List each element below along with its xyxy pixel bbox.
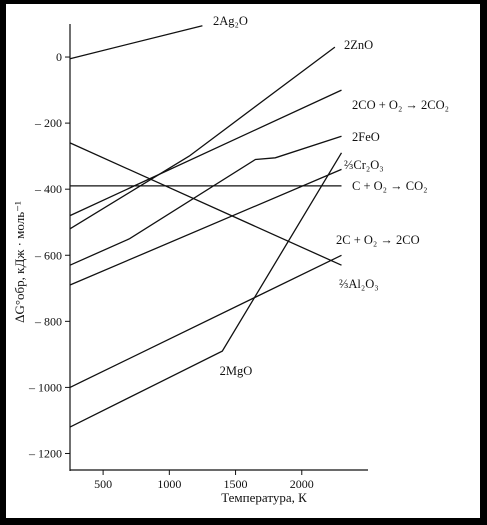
series-labels: 2Ag₂O 2ZnO 2CO + O₂ → 2CO₂ 2FeO ⅔Cr₂O₃ C + O₂…: [213, 14, 449, 378]
series-line-7: [69, 142, 342, 266]
x-axis-label: Температура, К: [221, 490, 307, 505]
series-label-5: ⅔Cr₂O₃: [344, 158, 384, 172]
x-tick-label: 1000: [157, 477, 181, 491]
series-line-4: [69, 135, 342, 266]
x-tick-label: 500: [94, 477, 112, 491]
y-tick-label: – 1200: [28, 446, 62, 460]
series-line-9: [69, 152, 343, 428]
y-tick-label: – 200: [34, 116, 62, 130]
y-ticks: 0 – 200 – 400 – 600 – 800 – 1000 – 1200: [28, 50, 70, 460]
y-tick-label: – 400: [34, 182, 62, 196]
y-tick-label: 0: [56, 50, 62, 64]
series-label-4: 2FeO: [352, 130, 380, 144]
x-ticks: 500 1000 1500 2000: [94, 470, 314, 491]
x-tick-label: 1500: [224, 477, 248, 491]
series-line-8: [69, 254, 342, 388]
series-line-5: [69, 168, 342, 286]
y-tick-label: – 1000: [28, 380, 62, 394]
y-axis-label: ΔG°обр, кДж · моль⁻¹: [12, 201, 27, 323]
series-label-9: 2MgO: [220, 364, 253, 378]
series-label-2: 2ZnO: [344, 38, 373, 52]
series-lines: [69, 25, 343, 428]
series-label-6: C + O₂ → CO₂: [352, 179, 428, 193]
series-line-2: [69, 46, 336, 230]
series-line-1: [69, 25, 203, 60]
series-label-7: 2C + O₂ → 2CO: [336, 233, 420, 247]
series-line-3: [69, 89, 342, 217]
x-tick-label: 2000: [290, 477, 314, 491]
series-label-8: ⅔Al₂O₃: [339, 277, 379, 291]
chart-svg: 0 – 200 – 400 – 600 – 800 – 1000 – 1200 500 100…: [12, 14, 449, 505]
axes: [69, 24, 368, 471]
chart-frame: 0 – 200 – 400 – 600 – 800 – 1000 – 1200 500 100…: [6, 4, 480, 518]
y-tick-label: – 600: [34, 248, 62, 262]
series-label-1: 2Ag₂O: [213, 14, 248, 28]
series-label-3: 2CO + O₂ → 2CO₂: [352, 98, 449, 112]
y-tick-label: – 800: [34, 314, 62, 328]
